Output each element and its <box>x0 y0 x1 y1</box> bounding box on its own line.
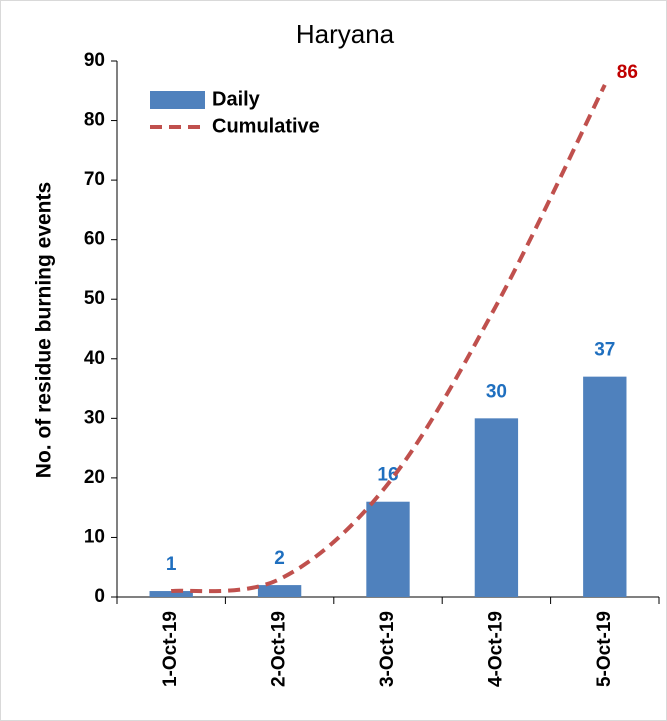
y-tick-label: 10 <box>84 526 105 547</box>
x-tick-label: 4-Oct-19 <box>485 611 506 687</box>
chart-title: Haryana <box>296 19 395 49</box>
bar <box>474 418 519 597</box>
y-tick-label: 70 <box>84 169 105 190</box>
data-label: 16 <box>377 465 398 486</box>
legend-label: Cumulative <box>212 115 320 137</box>
data-label: 1 <box>166 554 177 575</box>
data-label: 86 <box>617 62 638 83</box>
y-axis-label: No. of residue burning events <box>33 182 56 478</box>
y-tick-label: 0 <box>94 586 105 607</box>
x-tick-label: 5-Oct-19 <box>594 611 615 687</box>
x-tick-label: 1-Oct-19 <box>160 611 181 687</box>
data-label: 2 <box>274 548 285 569</box>
bar <box>257 585 302 597</box>
y-tick-label: 80 <box>84 110 105 131</box>
data-label: 30 <box>486 381 507 402</box>
bar <box>583 376 627 597</box>
legend-swatch <box>150 91 205 109</box>
y-tick-label: 40 <box>84 348 105 369</box>
y-tick-label: 90 <box>84 50 105 71</box>
y-tick-label: 30 <box>84 407 105 428</box>
y-tick-label: 50 <box>84 288 105 309</box>
data-label: 37 <box>594 340 615 361</box>
legend-label: Daily <box>212 88 261 110</box>
bar <box>149 591 193 597</box>
bar <box>366 501 410 597</box>
y-tick-label: 60 <box>84 229 105 250</box>
y-tick-label: 20 <box>84 467 105 488</box>
x-tick-label: 2-Oct-19 <box>269 611 290 687</box>
x-tick-label: 3-Oct-19 <box>377 611 398 687</box>
line <box>170 83 607 594</box>
